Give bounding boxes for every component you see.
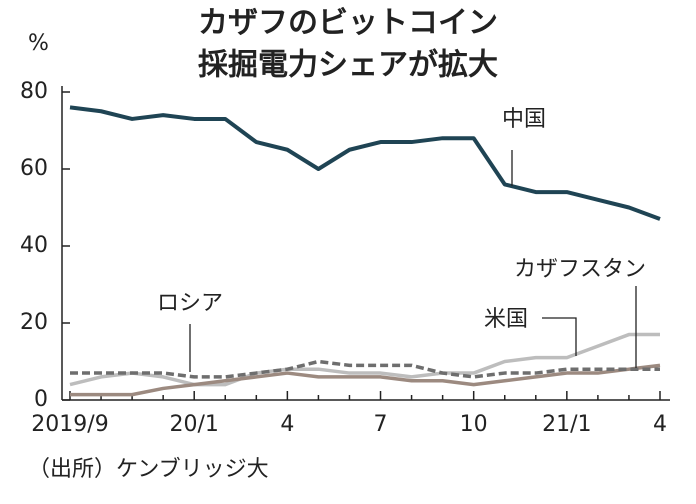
series-line xyxy=(69,105,661,221)
source-note: （出所）ケンブリッジ大 xyxy=(28,457,269,482)
y-tick-label: 80 xyxy=(20,79,48,104)
x-tick-label: 7 xyxy=(374,412,388,437)
x-tick-label: 20/1 xyxy=(170,412,219,437)
series-line xyxy=(69,332,660,387)
series-label: カザフスタン xyxy=(514,257,646,282)
y-tick-label: 20 xyxy=(20,310,48,335)
series-line xyxy=(70,359,660,379)
x-tick-label: 4 xyxy=(653,412,667,437)
y-tick-label: 60 xyxy=(20,156,48,181)
chart-title: カザフのビットコイン xyxy=(198,6,498,41)
x-tick-label: 2019/9 xyxy=(31,412,108,437)
y-tick-label: 0 xyxy=(34,387,48,412)
series-label: 中国 xyxy=(502,107,546,132)
leader-line xyxy=(542,317,577,356)
series-label: ロシア xyxy=(157,291,223,316)
x-tick-label: 10 xyxy=(460,412,488,437)
x-tick-label: 4 xyxy=(280,412,294,437)
chart-title: 採掘電力シェアが拡大 xyxy=(198,48,498,83)
y-tick-label: 40 xyxy=(20,233,48,258)
x-tick-label: 21/1 xyxy=(542,412,591,437)
series-line xyxy=(70,363,661,397)
series-label: 米国 xyxy=(484,307,528,332)
y-unit: % xyxy=(28,31,49,56)
